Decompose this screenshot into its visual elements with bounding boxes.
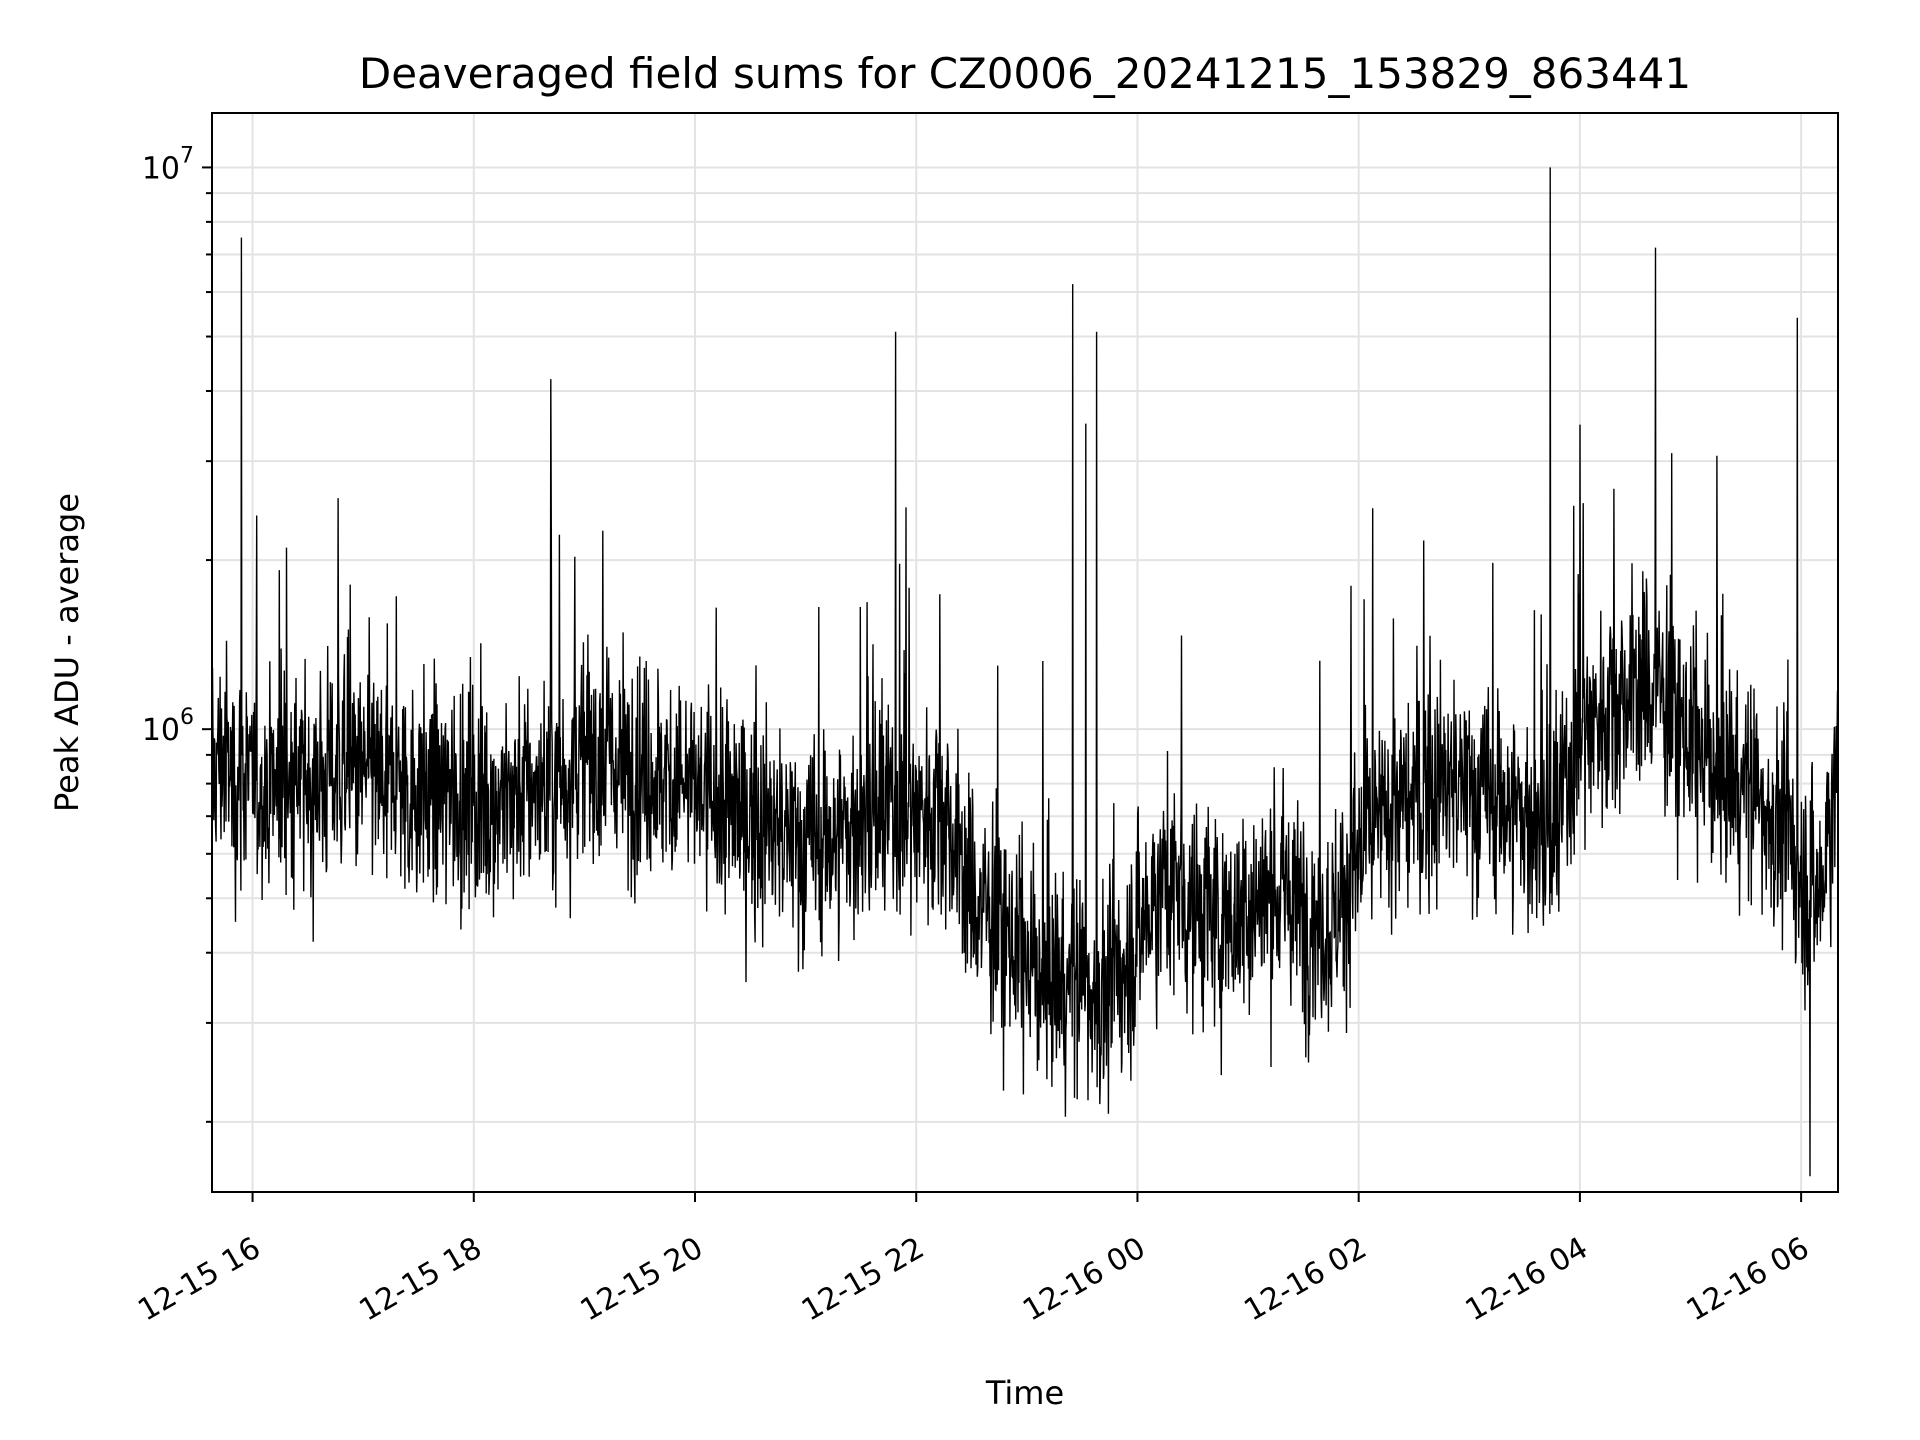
y-tick-exponent: 7 (180, 143, 194, 168)
y-tick-base: 10 (142, 151, 180, 186)
series-group (212, 167, 1838, 1177)
y-tick-label: 107 (142, 143, 194, 186)
x-axis-title: Time (985, 1374, 1064, 1412)
chart-title: Deaveraged field sums for CZ0006_2024121… (359, 49, 1691, 98)
y-tick-exponent: 6 (180, 705, 194, 730)
plot-frame (211, 112, 1839, 1193)
y-axis-title: Peak ADU - average (48, 493, 86, 812)
y-tick-base: 10 (142, 713, 180, 748)
series-line (212, 167, 1838, 1177)
y-tick-label: 106 (142, 705, 194, 748)
